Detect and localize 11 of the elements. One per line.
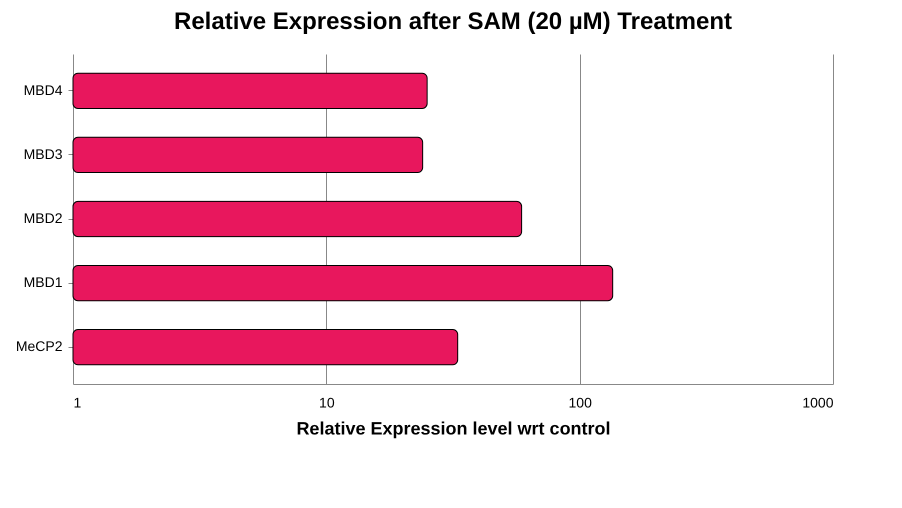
x-tick-label: 10 bbox=[319, 394, 335, 410]
y-tick-label: MBD4 bbox=[24, 82, 63, 98]
y-tick-label: MeCP2 bbox=[16, 338, 63, 354]
x-tick-label: 1000 bbox=[802, 394, 834, 410]
x-tick-label: 1 bbox=[74, 394, 82, 410]
y-tick-label: MBD3 bbox=[24, 146, 63, 162]
y-tick-label: MBD1 bbox=[24, 274, 63, 290]
y-tick-label: MBD2 bbox=[24, 210, 63, 226]
x-axis-title: Relative Expression level wrt control bbox=[296, 418, 611, 438]
x-tick-label: 100 bbox=[568, 394, 592, 410]
chart-title: Relative Expression after SAM (20 µM) Treatment bbox=[174, 8, 732, 35]
